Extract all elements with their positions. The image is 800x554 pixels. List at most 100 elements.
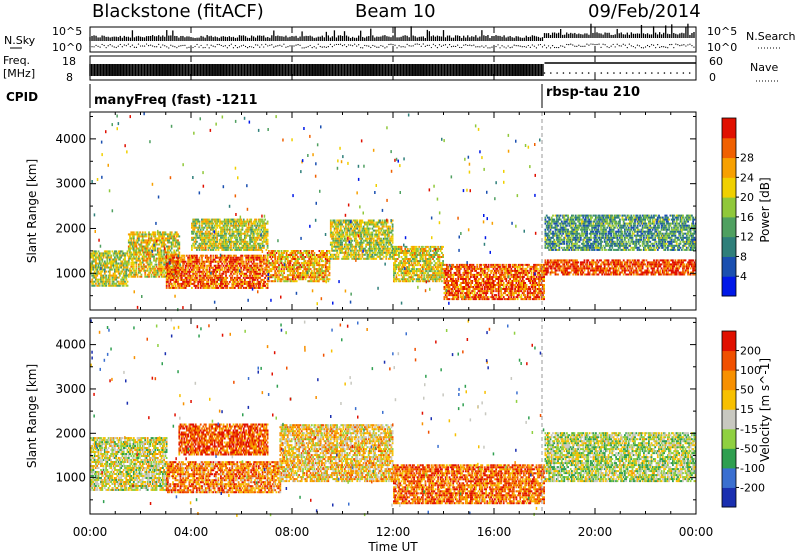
range-gate-cell: [112, 254, 115, 257]
range-gate-cell: [164, 233, 167, 236]
range-gate-cell: [362, 247, 365, 250]
range-gate-cell: [136, 273, 139, 276]
range-gate-cell: [174, 280, 177, 283]
range-gate-cell: [218, 266, 221, 269]
range-gate-cell: [324, 260, 327, 263]
noise-search-mark: [501, 45, 503, 47]
range-gate-cell: [237, 230, 240, 233]
noise-search-mark: [129, 46, 131, 48]
range-gate-cell: [215, 256, 217, 259]
range-gate-cell: [266, 266, 269, 269]
range-gate-cell: [191, 224, 193, 227]
range-gate-cell: [125, 276, 128, 279]
range-gate-cell: [388, 229, 390, 232]
range-gate-cell: [198, 246, 201, 249]
range-gate-cell: [169, 231, 172, 234]
range-gate-cell: [355, 257, 357, 260]
range-gate-cell: [244, 286, 246, 289]
range-gate-cell: [223, 246, 226, 249]
noise-search-mark: [691, 45, 693, 47]
range-gate-cell: [254, 228, 256, 231]
range-gate-cell: [288, 260, 290, 263]
nave-label: Nave: [750, 61, 778, 74]
range-gate-cell: [178, 251, 181, 254]
range-gate-cell: [138, 243, 140, 246]
range-gate-cell: [249, 256, 251, 259]
range-gate-cell: [264, 266, 266, 269]
range-gate-cell: [140, 265, 143, 268]
range-gate-cell: [236, 266, 239, 269]
range-gate-cell: [213, 278, 216, 281]
range-gate-cell: [337, 225, 340, 228]
range-gate-cell: [307, 252, 309, 254]
range-gate-cell: [127, 275, 130, 278]
range-gate-cell: [182, 258, 184, 261]
noise-search-mark: [127, 43, 129, 45]
range-gate-cell: [96, 270, 99, 273]
range-gate-cell: [216, 266, 218, 269]
range-gate-cell: [180, 286, 183, 289]
range-gate-cell: [165, 245, 168, 248]
noise-search-mark: [392, 44, 394, 46]
noise-search-mark: [554, 46, 556, 49]
range-gate-cell: [196, 248, 198, 251]
range-gate-cell: [148, 243, 150, 246]
range-gate-cell: [160, 271, 163, 274]
range-gate-cell: [146, 241, 149, 244]
range-gate-cell: [177, 284, 179, 287]
range-gate-cell: [242, 260, 245, 263]
range-gate-cell: [263, 224, 265, 227]
range-gate-cell: [239, 256, 241, 259]
range-gate-cell: [122, 280, 125, 283]
range-gate-cell: [167, 264, 169, 267]
range-gate-cell: [307, 262, 309, 265]
range-gate-cell: [377, 225, 380, 228]
range-gate-cell: [180, 282, 183, 285]
range-gate-cell: [194, 238, 197, 241]
range-gate-cell: [125, 284, 128, 287]
range-gate-cell: [336, 219, 338, 222]
range-gate-cell: [340, 223, 342, 226]
range-gate-cell: [256, 270, 259, 273]
range-gate-cell: [222, 260, 225, 263]
range-gate-cell: [220, 282, 222, 285]
range-gate-cell: [385, 249, 388, 252]
range-gate-cell: [237, 260, 240, 263]
range-gate-cell: [252, 244, 255, 247]
noise-search-mark: [210, 44, 212, 46]
range-gate-cell: [346, 235, 349, 238]
range-gate-cell: [150, 249, 153, 252]
range-gate-cell: [170, 237, 173, 240]
range-gate-cell: [217, 286, 220, 289]
range-gate-cell: [380, 227, 383, 230]
range-gate-cell: [318, 278, 321, 281]
range-gate-cell: [288, 254, 290, 256]
range-gate-cell: [346, 253, 349, 256]
noise-search-mark: [283, 43, 285, 45]
range-gate-cell: [281, 256, 284, 258]
range-gate-cell: [237, 266, 240, 269]
range-gate-cell: [197, 286, 200, 289]
range-gate-cell: [220, 280, 222, 283]
range-gate-cell: [333, 233, 336, 236]
range-gate-cell: [132, 239, 135, 242]
range-gate-cell: [297, 262, 299, 265]
range-gate-cell: [156, 257, 159, 260]
range-gate-cell: [170, 251, 173, 254]
range-gate-cell: [140, 233, 143, 236]
range-gate-cell: [241, 256, 244, 259]
range-gate-cell: [175, 256, 178, 259]
range-gate-cell: [341, 243, 343, 246]
noise-search-mark: [253, 46, 255, 49]
range-gate-cell: [264, 276, 266, 279]
range-gate-cell: [127, 257, 130, 260]
range-gate-cell: [155, 263, 158, 266]
range-gate-cell: [102, 276, 105, 279]
range-gate-cell: [175, 269, 178, 272]
range-gate-cell: [246, 254, 249, 257]
noise-search-mark: [143, 45, 146, 47]
range-gate-cell: [194, 226, 197, 229]
range-gate-cell: [308, 258, 311, 260]
range-gate-cell: [345, 255, 347, 258]
noise-search-mark: [562, 45, 564, 47]
